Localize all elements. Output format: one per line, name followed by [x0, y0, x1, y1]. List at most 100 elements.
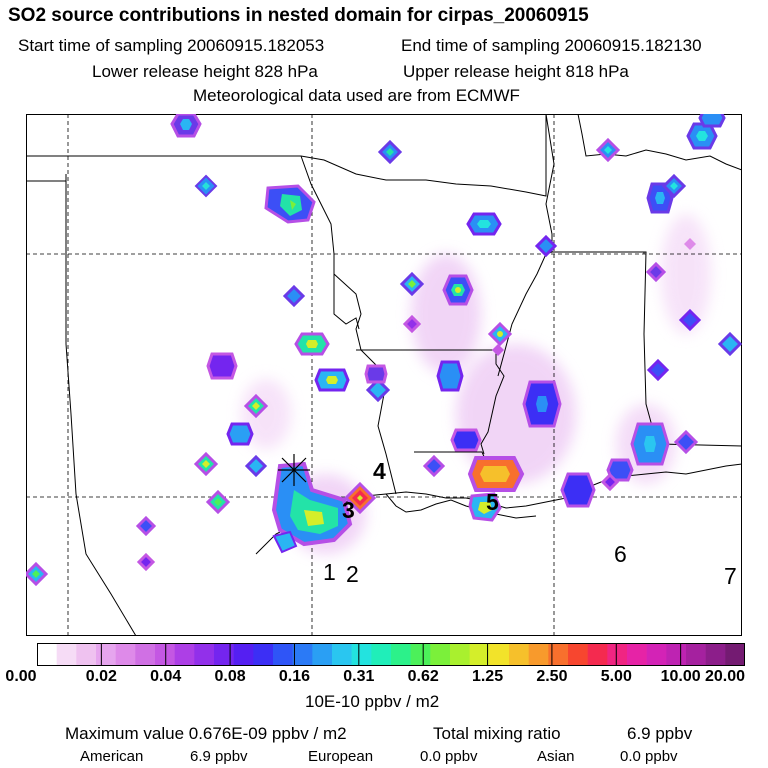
cell — [194, 174, 218, 198]
cell — [630, 422, 670, 466]
source-label-6: 6 — [614, 541, 627, 567]
lower-height-label: Lower release height 828 hPa — [92, 62, 318, 81]
colorbar-swatch — [607, 643, 628, 666]
cell — [136, 552, 156, 572]
cell — [595, 137, 621, 163]
concentration-cells — [26, 114, 742, 587]
cell — [646, 358, 670, 382]
colorbar-tick-label: 0.31 — [343, 668, 375, 685]
max-value-label: Maximum value 0.676E-09 ppbv / m2 — [65, 724, 347, 743]
cell — [377, 139, 403, 165]
met-data-label: Meteorological data used are from ECMWF — [193, 86, 520, 105]
asian-value: 0.0 ppbv — [620, 748, 678, 765]
american-value: 6.9 ppbv — [190, 748, 248, 765]
colorbar-swatch — [528, 643, 549, 666]
cell — [492, 344, 504, 356]
source-marker — [278, 454, 310, 486]
colorbar-swatch — [509, 643, 529, 666]
asian-label: Asian — [537, 748, 575, 765]
main-plume — [271, 461, 353, 554]
cell — [206, 352, 238, 380]
cell — [26, 561, 49, 587]
colorbar-swatch — [273, 643, 293, 666]
cell — [364, 364, 388, 384]
plume-5b — [468, 492, 502, 522]
source-label-4: 4 — [373, 458, 386, 484]
colorbar-tick-label: 5.00 — [600, 668, 632, 685]
cell — [684, 238, 696, 250]
colorbar-swatch — [469, 643, 490, 666]
colorbar-swatch — [587, 643, 608, 666]
plume-5 — [467, 456, 525, 492]
cell — [560, 472, 596, 508]
colorbar-swatch — [391, 643, 411, 666]
colorbar-swatch — [410, 643, 431, 666]
colorbar-swatch — [351, 643, 372, 666]
colorbar-tick-label: 0.02 — [85, 668, 117, 685]
colorbar-swatch — [76, 643, 97, 666]
colorbar-tick-label: 0.00 — [5, 668, 37, 685]
colorbar-swatch — [115, 643, 136, 666]
colorbar-swatch — [96, 643, 116, 666]
colorbar-swatch — [332, 643, 352, 666]
cell — [135, 515, 157, 537]
colorbar-swatch — [194, 643, 215, 666]
colorbar-tick-label: 1.25 — [471, 668, 504, 685]
colorbar-swatch — [233, 643, 254, 666]
cell — [600, 472, 620, 492]
cell — [698, 114, 726, 128]
cell — [294, 332, 330, 356]
colorbar-tick-label: 10.00 — [660, 668, 701, 685]
colorbar-tick-label: 0.16 — [278, 668, 311, 685]
colorbar-swatch — [686, 643, 706, 666]
cell — [314, 368, 350, 392]
cell — [193, 451, 219, 477]
colorbar-tick-label: 0.04 — [150, 668, 182, 685]
hot-spot — [343, 481, 377, 515]
american-label: American — [80, 748, 144, 765]
source-label-7: 7 — [724, 563, 737, 589]
source-label-1: 1 — [323, 559, 336, 585]
cell — [678, 308, 702, 332]
cell — [399, 271, 425, 297]
colorbar-swatch — [430, 643, 451, 666]
colorbar-swatch — [705, 643, 726, 666]
end-time-label: End time of sampling 20060915.182130 — [401, 36, 702, 55]
colorbar-tick-label: 0.08 — [214, 668, 246, 685]
colorbar-swatch — [253, 643, 274, 666]
total-mixing-value: 6.9 ppbv — [627, 724, 693, 743]
cell — [450, 428, 482, 452]
cell — [402, 314, 422, 334]
cell — [170, 114, 202, 138]
upper-height-label: Upper release height 818 hPa — [403, 62, 629, 81]
start-time-label: Start time of sampling 20060915.182053 — [18, 36, 325, 55]
colorbar-swatch — [214, 643, 234, 666]
colorbar-swatch — [666, 643, 687, 666]
cell — [365, 377, 391, 403]
source-label-3: 3 — [342, 497, 355, 523]
colorbar-tick-label: 0.62 — [407, 668, 439, 685]
colorbar-swatch — [548, 643, 569, 666]
colorbar-tick-label: 2.50 — [536, 668, 568, 685]
chart-title: SO2 source contributions in nested domai… — [8, 5, 589, 26]
colorbar-swatch — [174, 643, 195, 666]
cell — [243, 393, 269, 419]
map-panel[interactable]: 1 2 3 4 5 6 7 — [26, 114, 742, 636]
cell — [422, 454, 446, 478]
colorbar-swatch — [489, 643, 510, 666]
cell — [244, 454, 268, 478]
cell — [442, 274, 474, 306]
european-value: 0.0 ppbv — [420, 748, 478, 765]
cell — [534, 234, 558, 258]
cell — [606, 458, 634, 482]
total-mixing-label: Total mixing ratio — [433, 724, 561, 743]
cell — [686, 122, 718, 150]
colorbar-swatch — [725, 643, 745, 666]
cell — [661, 173, 687, 199]
colorbar-swatch — [155, 643, 175, 666]
colorbar — [37, 643, 745, 666]
source-label-2: 2 — [346, 561, 359, 587]
colorbar-swatch — [568, 643, 588, 666]
cell — [466, 212, 502, 236]
colorbar-swatch — [56, 643, 77, 666]
